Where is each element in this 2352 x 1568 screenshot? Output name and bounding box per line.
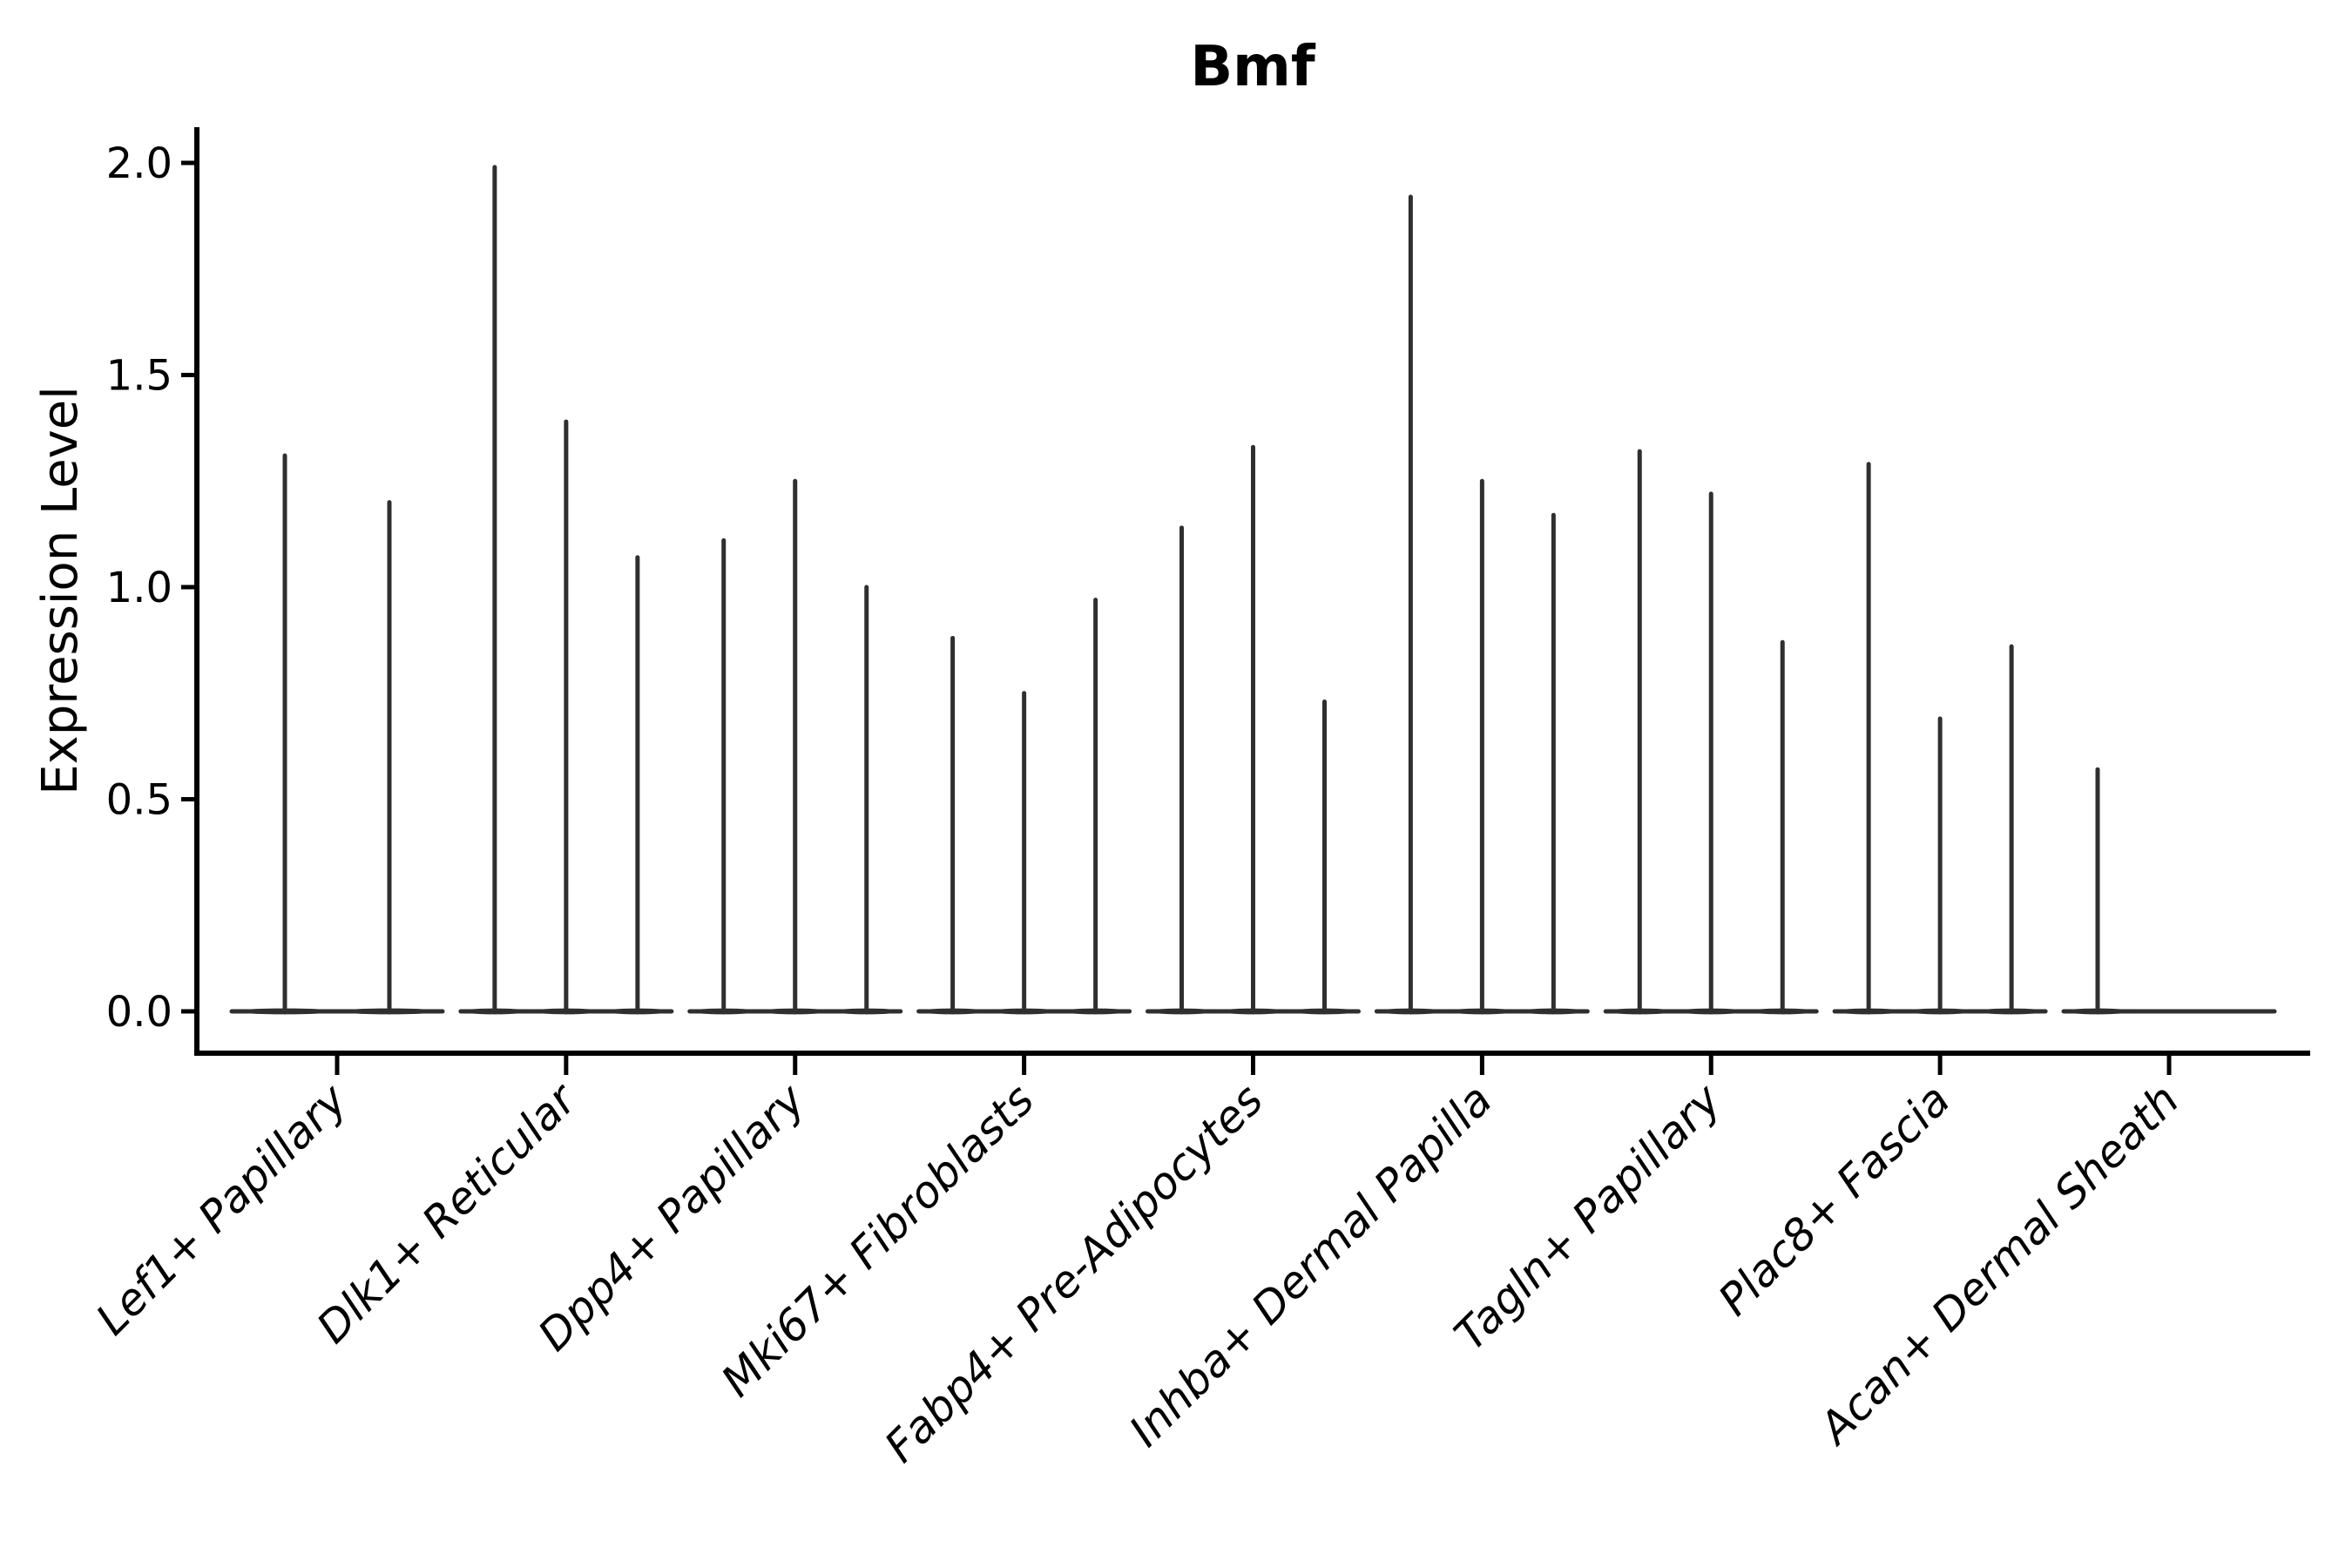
x-tick-label: Lef1+ Papillary bbox=[86, 1073, 357, 1344]
y-tick-label: 1.5 bbox=[106, 352, 172, 401]
violins bbox=[229, 165, 2277, 1015]
x-tick-label: Plac8+ Fascia bbox=[1709, 1074, 1960, 1325]
x-tick-label: Acan+ Dermal Sheath bbox=[1808, 1074, 2189, 1455]
chart-title: Bmf bbox=[1190, 35, 1315, 99]
x-tick-label: Fabp4+ Pre-Adipocytes bbox=[875, 1074, 1273, 1472]
y-tick-label: 2.0 bbox=[106, 139, 172, 188]
y-tick-label: 0.0 bbox=[106, 988, 172, 1037]
y-tick-label: 0.5 bbox=[106, 776, 172, 825]
y-axis-ticks: 0.0 0.5 1.0 1.5 2.0 bbox=[106, 139, 197, 1037]
y-axis-label: Expression Level bbox=[32, 386, 89, 795]
x-tick-label: Inhba+ Dermal Papilla bbox=[1119, 1074, 1501, 1456]
y-tick-label: 1.0 bbox=[106, 564, 172, 612]
